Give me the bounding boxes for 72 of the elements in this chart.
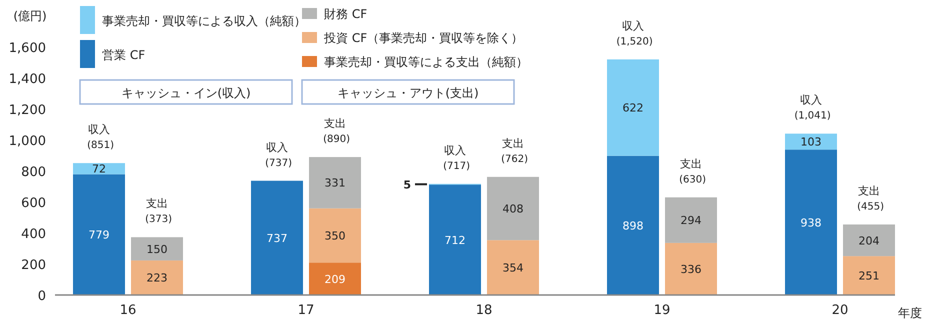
x-tick-label: 収入 (1,041): [791, 94, 831, 122]
bar: [607, 156, 659, 295]
y-tick-label: 800: [21, 165, 46, 180]
data-label: 350: [324, 229, 346, 242]
y-tick-label: 1,000: [8, 134, 46, 149]
text: 16: [120, 303, 136, 318]
y-tick-label: 400: [21, 227, 46, 242]
data-label: 251: [858, 270, 880, 283]
x-tick-label: 支出 (630): [676, 157, 706, 186]
data-label: 622: [622, 102, 644, 115]
bar: [429, 184, 481, 295]
x-axis-title: 年度: [898, 306, 922, 320]
data-label: 737: [266, 232, 288, 245]
bar: [131, 237, 183, 260]
bar: [309, 262, 361, 295]
bar: [309, 157, 361, 208]
data-label: 209: [324, 272, 346, 286]
x-tick-label: 支出 (762): [498, 136, 528, 165]
bar: [843, 256, 895, 295]
data-label: 72: [92, 162, 106, 176]
bar: [785, 150, 837, 295]
legend-label: 事業売却・買収等による支出（純額）: [324, 55, 528, 69]
text: 20: [832, 303, 848, 318]
x-tick-label: 収入 (1,520): [613, 19, 653, 48]
bar: [487, 176, 539, 240]
bar: [785, 134, 837, 150]
y-tick-label: 600: [21, 196, 46, 211]
data-label: 898: [622, 219, 644, 232]
data-label: 5: [403, 178, 411, 192]
bar: [251, 180, 303, 295]
data-label: 150: [146, 242, 168, 256]
data-label: 103: [800, 136, 822, 149]
data-label: 336: [680, 262, 702, 276]
x-tick-label: 収入 (737): [262, 140, 292, 169]
data-label: 779: [88, 228, 110, 242]
data-label: 354: [502, 262, 524, 275]
x-tick-label: 収入 (851): [84, 123, 114, 152]
bar: [131, 260, 183, 295]
bar: [487, 240, 539, 295]
bar: [665, 197, 717, 243]
data-label: 938: [800, 216, 822, 230]
bar: [73, 163, 125, 174]
y-axis-title: (億円): [13, 9, 47, 23]
legend-label: 投資 CF（事業売却・買収等を除く）: [323, 31, 524, 45]
y-tick-label: 1,600: [8, 41, 46, 56]
data-label: 204: [858, 234, 880, 248]
x-tick-label: 支出 (890): [320, 117, 350, 146]
y-tick-label: 200: [21, 258, 46, 273]
text: 18: [476, 303, 492, 318]
legend-label: 財務 CF: [324, 7, 368, 21]
annotation: キャッシュ・アウト(支出): [337, 86, 479, 100]
data-label: 408: [502, 202, 524, 216]
x-tick-label: 支出 (373): [142, 197, 172, 226]
y-tick-label: 1,400: [8, 72, 46, 87]
legend-label: 事業売却・買収等による収入（純額）: [102, 14, 306, 28]
bar: [665, 242, 717, 295]
text: 19: [654, 303, 670, 318]
data-label: 223: [146, 272, 168, 285]
x-tick-label: 収入 (717): [440, 144, 470, 172]
y-tick-label: 0: [38, 289, 46, 304]
legend-label: 営業 CF: [102, 48, 146, 62]
bar: [309, 208, 361, 263]
data-label: 331: [324, 176, 346, 190]
y-tick-label: 1,200: [8, 103, 46, 118]
x-tick-label: 支出 (455): [854, 184, 884, 212]
data-label: 294: [680, 214, 702, 228]
data-label: 712: [444, 234, 466, 247]
bar: [843, 224, 895, 256]
text: 17: [298, 303, 314, 318]
bar: [73, 174, 125, 295]
bar: [607, 59, 659, 156]
annotation: キャッシュ・イン(収入): [121, 86, 251, 100]
